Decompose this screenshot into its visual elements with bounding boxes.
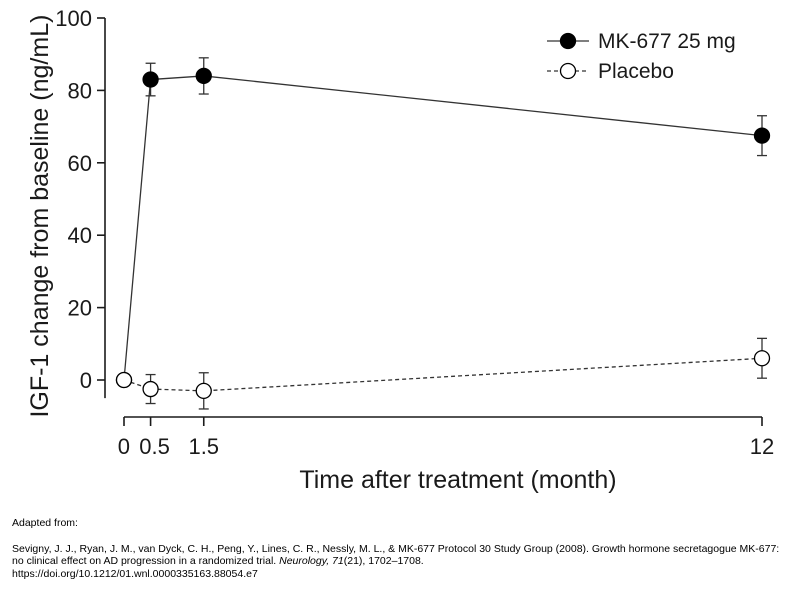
series <box>115 57 771 410</box>
y-tick-label: 80 <box>68 78 92 103</box>
series-placebo <box>115 337 771 410</box>
y-tick-label: 60 <box>68 151 92 176</box>
line-chart: 0 20 40 60 80 100 0 0.5 1.5 12 MK-677 25 mg Placeb… <box>26 6 774 494</box>
reference-authors-title: Sevigny, J. J., Ryan, J. M., van Dyck, C… <box>12 542 780 568</box>
series-line <box>123 75 763 381</box>
reference-journal: Neurology, 71 <box>279 555 344 567</box>
x-tick-label: 1.5 <box>188 434 219 459</box>
data-point <box>753 127 771 144</box>
x-axis-title: Time after treatment (month) <box>299 466 616 494</box>
citation: Adapted from: Sevigny, J. J., Ryan, J. M… <box>12 517 782 580</box>
legend-marker <box>559 62 577 80</box>
y-tick-label: 0 <box>80 368 92 393</box>
y-tick-label: 100 <box>55 6 92 31</box>
x-tick-label: 0 <box>118 434 130 459</box>
data-point <box>115 371 133 389</box>
legend-item-mk677: MK-677 25 mg <box>547 30 736 53</box>
reference-doi: https://doi.org/10.1212/01.wnl.000033516… <box>12 567 258 580</box>
legend-label: Placebo <box>598 60 674 83</box>
data-point <box>142 380 159 398</box>
legend: MK-677 25 mg Placebo <box>547 30 736 83</box>
data-point <box>142 71 159 88</box>
reference-pages: (21), 1702–1708. <box>343 555 424 567</box>
data-point <box>195 67 212 85</box>
series-mk677 <box>115 57 771 389</box>
series-line <box>123 357 763 392</box>
data-point <box>753 350 771 367</box>
legend-label: MK-677 25 mg <box>598 30 736 53</box>
x-tick-label: 12 <box>750 434 774 459</box>
reference-text: Sevigny, J. J., Ryan, J. M., van Dyck, C… <box>12 543 782 568</box>
y-tick-label: 40 <box>68 223 92 248</box>
y-axis-title: IGF-1 change from baseline (ng/mL) <box>26 15 54 418</box>
adapted-from-label: Adapted from: <box>12 517 78 529</box>
data-point <box>195 382 212 400</box>
y-tick-label: 20 <box>68 296 92 321</box>
legend-item-placebo: Placebo <box>547 60 674 83</box>
legend-marker <box>559 32 577 50</box>
axes: 0 20 40 60 80 100 0 0.5 1.5 12 <box>55 6 774 459</box>
x-tick-label: 0.5 <box>139 434 170 459</box>
